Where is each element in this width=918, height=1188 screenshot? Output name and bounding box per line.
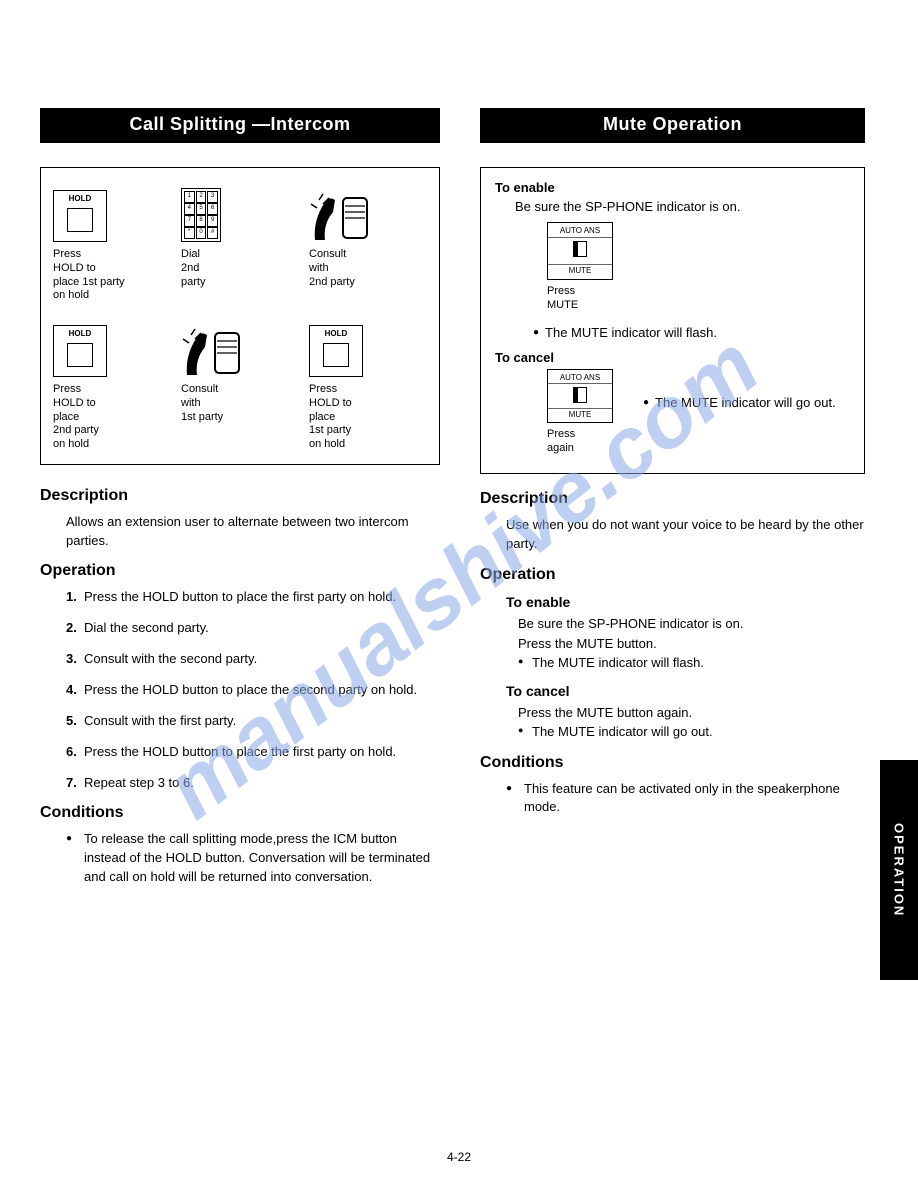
hold-button-icon: HOLD — [53, 190, 107, 242]
two-column-layout: Call Splitting —Intercom HOLD Press HOLD… — [0, 0, 918, 895]
diagram-caption: Press HOLD to place 2nd party on hold — [53, 383, 171, 452]
diagram-cell: 123 456 789 *0# Dial 2nd party — [181, 184, 299, 303]
call-splitting-diagram: HOLD Press HOLD to place 1st party on ho… — [40, 167, 440, 465]
handset-icon — [309, 190, 373, 242]
mute-caption: Press MUTE — [547, 284, 850, 313]
mute-flash-note: ● The MUTE indicator will flash. — [495, 325, 850, 340]
step: Press the HOLD button to place the secon… — [66, 681, 440, 700]
hold-button-icon: HOLD — [53, 325, 107, 377]
diagram-cell: HOLD Press HOLD to place 1st party on ho… — [53, 184, 171, 303]
op-enable-heading: To enable — [480, 594, 865, 610]
step: Consult with the first party. — [66, 712, 440, 731]
diagram-caption: Press HOLD to place 1st party on hold — [53, 248, 171, 303]
page-number: 4-22 — [0, 1150, 918, 1164]
conditions-heading: Conditions — [40, 804, 440, 822]
op-line: Be sure the SP-PHONE indicator is on. — [518, 614, 865, 634]
operation-steps: Press the HOLD button to place the first… — [40, 588, 440, 792]
op-line: Press the MUTE button again. — [518, 703, 865, 723]
conditions-heading: Conditions — [480, 754, 865, 772]
mute-diagram-box: To enable Be sure the SP-PHONE indicator… — [480, 167, 865, 474]
operation-heading: Operation — [40, 562, 440, 580]
left-section-header: Call Splitting —Intercom — [40, 108, 440, 143]
op-bullet: The MUTE indicator will go out. — [518, 722, 865, 742]
step: Consult with the second party. — [66, 650, 440, 669]
description-text: Use when you do not want your voice to b… — [480, 516, 865, 554]
diagram-cell: Consult with 1st party — [181, 319, 299, 452]
condition-item: To release the call splitting mode,press… — [66, 830, 440, 887]
step: Press the HOLD button to place the first… — [66, 588, 440, 607]
description-text: Allows an extension user to alternate be… — [40, 513, 440, 551]
hold-button-icon: HOLD — [309, 325, 363, 377]
description-heading: Description — [480, 490, 865, 508]
step: Press the HOLD button to place the first… — [66, 743, 440, 762]
mute-cancel-block: AUTO ANS MUTE Press again ● The MUTE ind… — [495, 369, 850, 456]
diagram-caption: Dial 2nd party — [181, 248, 299, 289]
conditions-list: To release the call splitting mode,press… — [40, 830, 440, 887]
mute-caption: Press again — [547, 427, 613, 456]
conditions-list: This feature can be activated only in th… — [480, 780, 865, 818]
op-enable-block: Be sure the SP-PHONE indicator is on. Pr… — [480, 614, 865, 673]
operation-heading: Operation — [480, 566, 865, 584]
diagram-caption: Consult with 1st party — [181, 383, 299, 424]
op-cancel-block: Press the MUTE button again. The MUTE in… — [480, 703, 865, 742]
diagram-caption: Consult with 2nd party — [309, 248, 427, 289]
diagram-grid: HOLD Press HOLD to place 1st party on ho… — [53, 184, 427, 452]
keypad-icon: 123 456 789 *0# — [181, 188, 221, 242]
page: manualshive.com Call Splitting —Intercom… — [0, 0, 918, 1188]
step: Dial the second party. — [66, 619, 440, 638]
diagram-caption: Press HOLD to place 1st party on hold — [309, 383, 427, 452]
diagram-cell: HOLD Press HOLD to place 2nd party on ho… — [53, 319, 171, 452]
mute-cancel-result: ● The MUTE indicator will go out. — [643, 369, 836, 410]
handset-icon — [181, 325, 245, 377]
op-cancel-heading: To cancel — [480, 683, 865, 699]
enable-instruction: Be sure the SP-PHONE indicator is on. — [495, 199, 850, 214]
step: Repeat step 3 to 6. — [66, 774, 440, 793]
op-line: Press the MUTE button. — [518, 634, 865, 654]
side-tab-operation: OPERATION — [880, 760, 918, 980]
left-column: Call Splitting —Intercom HOLD Press HOLD… — [40, 108, 440, 895]
op-bullet: The MUTE indicator will flash. — [518, 653, 865, 673]
right-column: Mute Operation To enable Be sure the SP-… — [480, 108, 865, 895]
condition-item: This feature can be activated only in th… — [506, 780, 865, 818]
to-cancel-heading: To cancel — [495, 350, 850, 365]
mute-button-icon: AUTO ANS MUTE — [547, 369, 613, 423]
diagram-cell: Consult with 2nd party — [309, 184, 427, 303]
mute-button-block: AUTO ANS MUTE Press MUTE — [495, 222, 850, 313]
mute-button-icon: AUTO ANS MUTE — [547, 222, 613, 280]
right-section-header: Mute Operation — [480, 108, 865, 143]
to-enable-heading: To enable — [495, 180, 850, 195]
diagram-cell: HOLD Press HOLD to place 1st party on ho… — [309, 319, 427, 452]
description-heading: Description — [40, 487, 440, 505]
